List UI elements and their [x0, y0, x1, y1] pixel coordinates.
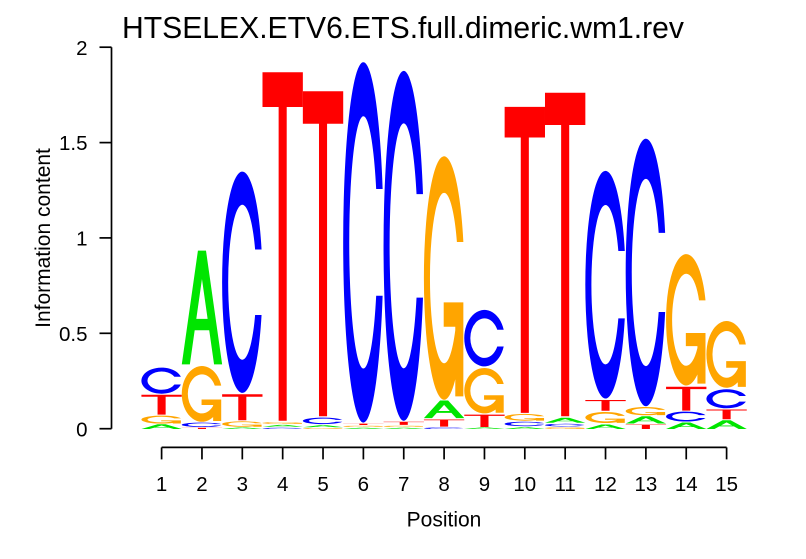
- svg-text:8: 8: [438, 473, 449, 496]
- svg-text:2: 2: [196, 473, 207, 496]
- svg-text:6: 6: [358, 473, 369, 496]
- svg-text:1: 1: [76, 228, 87, 251]
- svg-text:4: 4: [277, 473, 288, 496]
- svg-text:Position: Position: [407, 509, 482, 532]
- svg-text:14: 14: [675, 473, 698, 496]
- svg-text:1.5: 1.5: [59, 132, 88, 155]
- svg-text:15: 15: [715, 473, 738, 496]
- svg-text:2: 2: [76, 37, 87, 60]
- svg-text:3: 3: [237, 473, 248, 496]
- svg-text:10: 10: [513, 473, 536, 496]
- svg-text:13: 13: [634, 473, 657, 496]
- svg-text:12: 12: [594, 473, 617, 496]
- svg-text:7: 7: [398, 473, 409, 496]
- svg-text:HTSELEX.ETV6.ETS.full.dimeric.: HTSELEX.ETV6.ETS.full.dimeric.wm1.rev: [122, 12, 684, 45]
- svg-text:9: 9: [479, 473, 490, 496]
- svg-text:11: 11: [555, 473, 576, 496]
- svg-text:0.5: 0.5: [59, 323, 88, 346]
- svg-text:5: 5: [317, 473, 328, 496]
- svg-text:0: 0: [76, 418, 87, 441]
- svg-text:1: 1: [156, 473, 167, 496]
- svg-text:Information content: Information content: [32, 148, 55, 328]
